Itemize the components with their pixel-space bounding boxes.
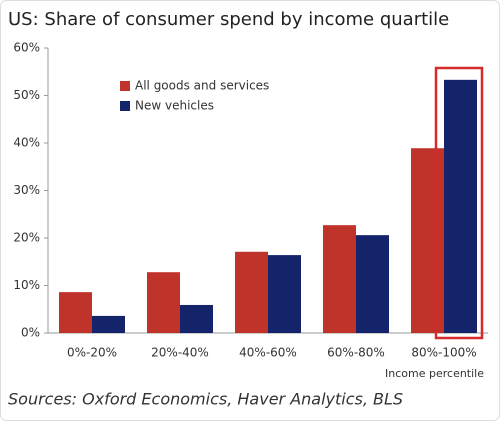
x-tick-label: 20%-40% <box>151 346 209 360</box>
bar <box>235 251 268 333</box>
legend-label: All goods and services <box>135 79 269 93</box>
legend-swatch <box>120 81 130 91</box>
bar <box>180 304 213 333</box>
x-axis-label: Income percentile <box>385 367 484 380</box>
x-tick-label: 0%-20% <box>67 346 117 360</box>
y-tick-label: 60% <box>13 41 40 55</box>
legend-swatch <box>120 101 130 111</box>
legend-label: New vehicles <box>135 99 214 113</box>
y-tick-label: 20% <box>13 231 40 245</box>
y-tick-label: 0% <box>21 326 40 340</box>
y-tick-label: 40% <box>13 136 40 150</box>
y-tick-label: 10% <box>13 278 40 292</box>
bar <box>147 272 180 333</box>
y-tick-label: 30% <box>13 183 40 197</box>
bar <box>444 79 477 333</box>
bar <box>92 315 125 333</box>
chart-title: US: Share of consumer spend by income qu… <box>8 9 449 30</box>
x-tick-label: 80%-100% <box>411 346 476 360</box>
x-tick-label: 60%-80% <box>327 346 385 360</box>
bar <box>356 235 389 333</box>
x-tick-label: 40%-60% <box>239 346 297 360</box>
highlight-box <box>434 66 484 340</box>
bar <box>268 255 301 333</box>
bar <box>411 148 444 333</box>
source: Sources: Oxford Economics, Haver Analyti… <box>8 390 403 409</box>
y-tick-label: 50% <box>13 88 40 102</box>
bar <box>59 292 92 333</box>
bar <box>323 225 356 333</box>
